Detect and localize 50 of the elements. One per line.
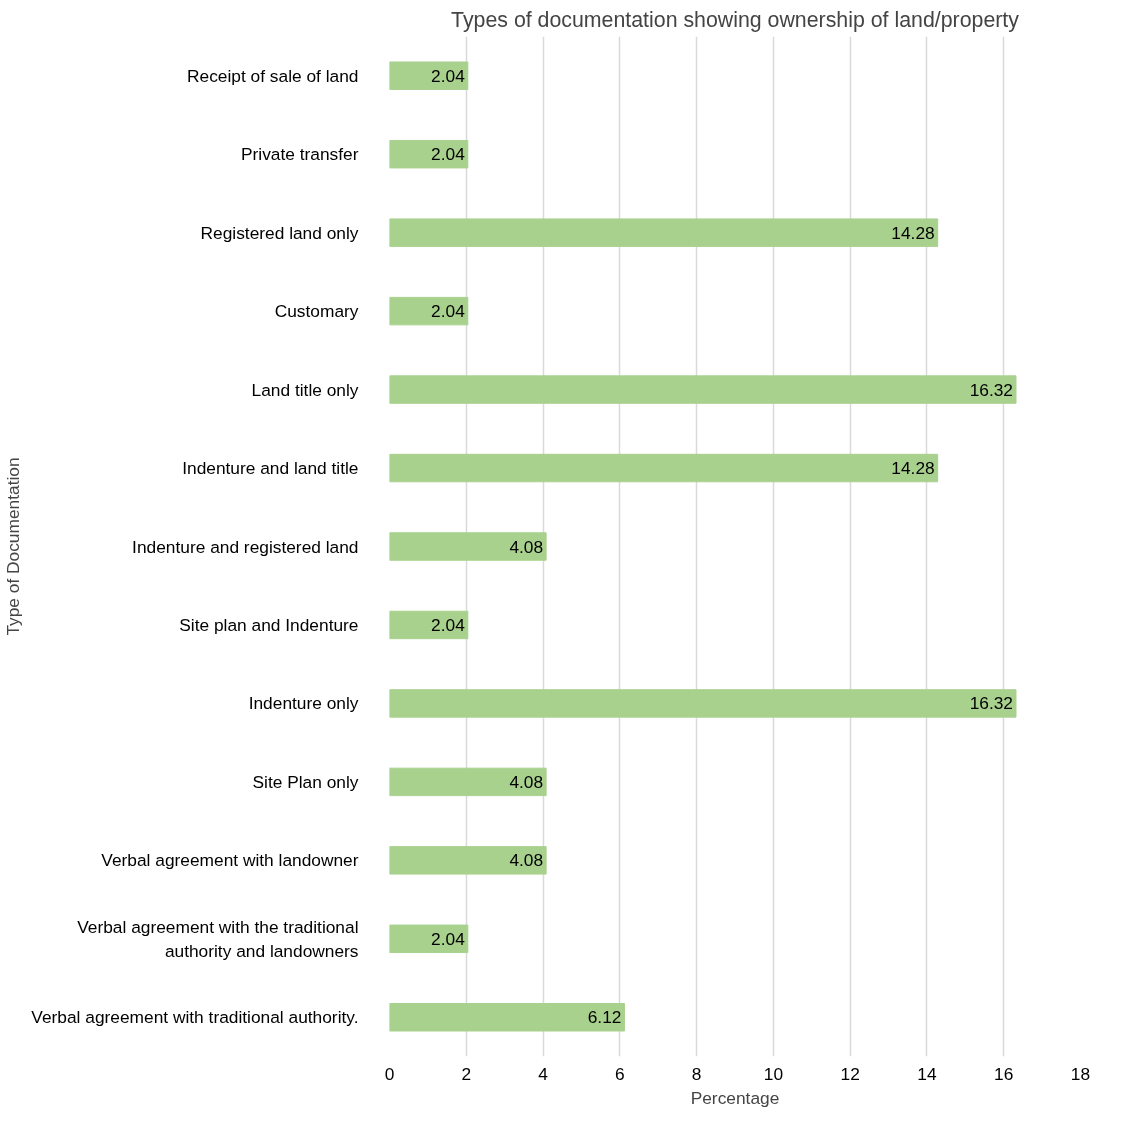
bar — [389, 375, 1017, 404]
data-label: 14.28 — [891, 222, 935, 243]
y-tick-label: Customary — [274, 301, 359, 322]
data-label: 2.04 — [431, 144, 466, 165]
x-tick-label: 18 — [1070, 1063, 1091, 1084]
x-tick-label: 8 — [691, 1063, 702, 1084]
x-tick-label: 4 — [538, 1063, 549, 1084]
data-label: 2.04 — [431, 928, 466, 949]
bar — [389, 1003, 625, 1032]
bar — [389, 453, 939, 483]
bar — [389, 218, 939, 247]
y-tick-label: Verbal agreement with landowner — [101, 850, 359, 871]
chart-title: Types of documentation showing ownership of land/property — [451, 7, 1020, 32]
y-tick-label: Indenture and land title — [182, 458, 359, 479]
x-tick-label: 10 — [763, 1063, 784, 1084]
bar — [389, 61, 469, 90]
data-label: 2.04 — [431, 301, 466, 322]
x-tick-label: 6 — [615, 1063, 625, 1084]
data-label: 6.12 — [587, 1007, 622, 1028]
y-tick-label: Verbal agreement with traditional authority. — [31, 1007, 359, 1028]
x-tick-label: 14 — [917, 1063, 937, 1084]
x-tick-label: 0 — [384, 1063, 395, 1084]
y-tick-label: Land title only — [251, 379, 359, 400]
y-tick-label: Receipt of sale of land — [187, 65, 359, 86]
bar — [389, 532, 547, 561]
y-tick-label: Verbal agreement with the traditional authority and landowners — [77, 916, 359, 961]
x-tick-label: 12 — [840, 1063, 860, 1084]
y-tick-label: Site Plan only — [252, 771, 359, 792]
x-tick-label: 2 — [461, 1063, 472, 1084]
bar — [389, 767, 547, 797]
data-label: 14.28 — [891, 458, 935, 479]
bar — [389, 846, 547, 875]
data-label: 16.32 — [969, 693, 1014, 714]
y-tick-label: Site plan and Indenture — [179, 614, 359, 635]
data-label: 2.04 — [431, 614, 466, 635]
bar — [389, 689, 1017, 718]
data-label: 4.08 — [509, 850, 544, 871]
data-label: 2.04 — [431, 65, 466, 86]
y-tick-label: Indenture only — [248, 693, 359, 714]
bar — [389, 924, 469, 954]
y-tick-label: Indenture and registered land — [132, 536, 359, 557]
data-label: 4.08 — [509, 771, 544, 792]
y-tick-label: Registered land only — [200, 222, 359, 243]
data-label: 16.32 — [969, 379, 1014, 400]
x-tick-label: 16 — [994, 1063, 1014, 1084]
y-tick-label: Private transfer — [241, 144, 359, 165]
data-label: 4.08 — [509, 536, 544, 557]
x-axis-title: Percentage — [690, 1087, 780, 1108]
y-axis-title: Type of Documentation — [3, 457, 24, 636]
bar — [389, 139, 469, 169]
